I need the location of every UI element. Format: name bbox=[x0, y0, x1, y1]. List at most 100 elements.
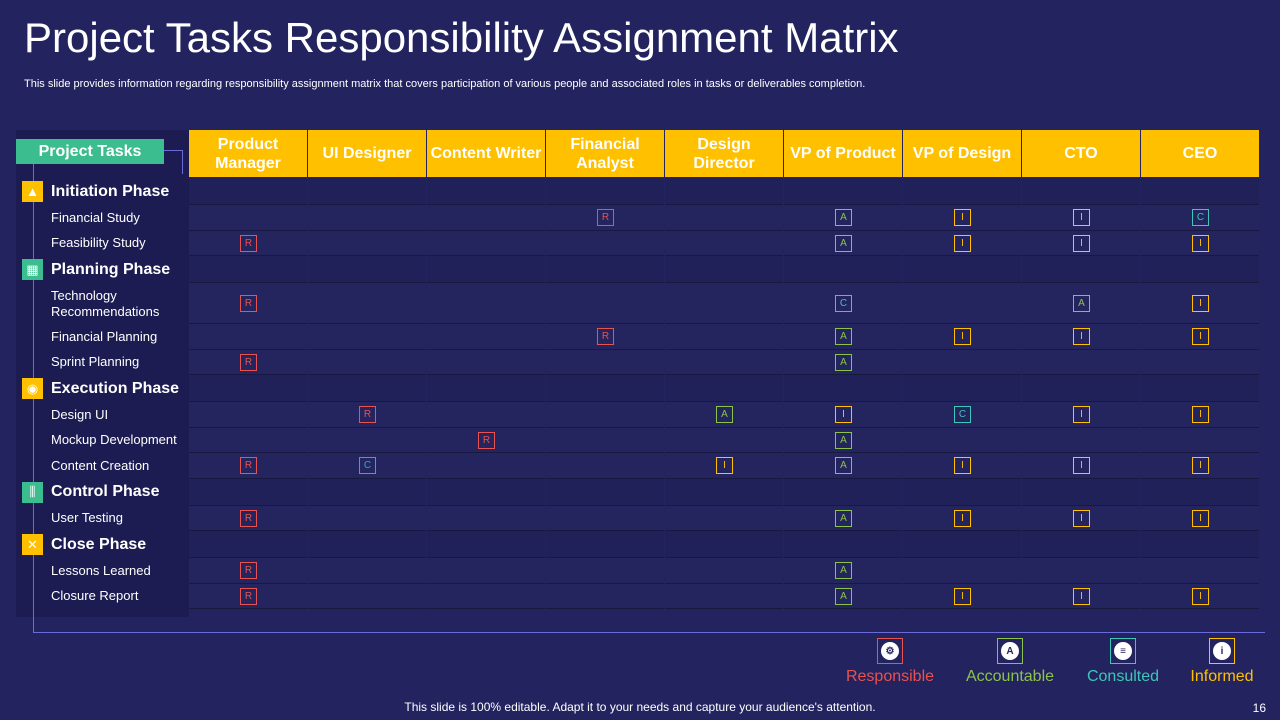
matrix-cell bbox=[665, 256, 783, 283]
matrix-cell bbox=[665, 178, 783, 205]
matrix-cell: A bbox=[784, 427, 902, 453]
matrix-cell: I bbox=[1022, 583, 1140, 609]
matrix-cell bbox=[546, 230, 664, 256]
matrix-cell bbox=[308, 349, 426, 375]
legend-item-responsible: ⚙ Responsible bbox=[840, 638, 940, 686]
matrix-cell: C bbox=[784, 283, 902, 324]
matrix-cell bbox=[308, 256, 426, 283]
matrix-cell: A bbox=[784, 453, 902, 479]
task-column-background bbox=[16, 130, 189, 617]
page-number: 16 bbox=[1252, 701, 1266, 715]
matrix-cell bbox=[189, 402, 307, 428]
legend-item-accountable: A Accountable bbox=[960, 638, 1060, 686]
matrix-cell: I bbox=[1022, 505, 1140, 531]
matrix-cell: I bbox=[903, 453, 1021, 479]
matrix-cell: I bbox=[1022, 402, 1140, 428]
matrix-cell bbox=[784, 478, 902, 506]
task-label: Financial Planning bbox=[51, 328, 158, 344]
matrix-cell bbox=[427, 453, 545, 479]
matrix-cell: I bbox=[665, 453, 783, 479]
matrix-cell: C bbox=[903, 402, 1021, 428]
matrix-cell bbox=[1022, 427, 1140, 453]
role-header-content-writer: Content Writer bbox=[427, 130, 545, 177]
role-header-product-manager: Product Manager bbox=[189, 130, 307, 177]
matrix-cell bbox=[546, 478, 664, 506]
raci-mark-i: I bbox=[1073, 209, 1090, 227]
matrix-cell: R bbox=[189, 230, 307, 256]
phase-label: Execution Phase bbox=[51, 379, 180, 397]
matrix-cell: A bbox=[784, 230, 902, 256]
matrix-cell bbox=[546, 256, 664, 283]
matrix-cell bbox=[308, 283, 426, 324]
raci-mark-a: A bbox=[1073, 295, 1090, 312]
matrix-cell: I bbox=[1022, 324, 1140, 350]
frame-bracket-decoration bbox=[160, 150, 183, 174]
raci-mark-i: I bbox=[1192, 295, 1209, 312]
raci-mark-a: A bbox=[835, 209, 852, 227]
matrix-cell bbox=[1141, 256, 1259, 283]
matrix-cell bbox=[1022, 349, 1140, 375]
matrix-cell bbox=[308, 178, 426, 205]
matrix-cell bbox=[1141, 375, 1259, 402]
matrix-cell bbox=[1141, 349, 1259, 375]
raci-mark-c: C bbox=[835, 295, 852, 312]
raci-mark-i: I bbox=[1192, 457, 1209, 475]
task-label: Closure Report bbox=[51, 588, 139, 604]
matrix-cell: I bbox=[903, 505, 1021, 531]
matrix-cell bbox=[665, 230, 783, 256]
phase-row bbox=[189, 531, 1264, 558]
raci-mark-r: R bbox=[240, 353, 257, 371]
raci-mark-a: A bbox=[835, 234, 852, 252]
role-header-design-director: Design Director bbox=[665, 130, 783, 177]
raci-mark-r: R bbox=[359, 406, 376, 424]
project-tasks-header: Project Tasks bbox=[16, 139, 164, 164]
raci-mark-a: A bbox=[716, 406, 733, 424]
matrix-cell: A bbox=[665, 402, 783, 428]
raci-mark-i: I bbox=[1073, 587, 1090, 605]
calendar-icon: ▦ bbox=[22, 259, 43, 280]
role-header-ceo: CEO bbox=[1141, 130, 1259, 177]
matrix-cell bbox=[1141, 478, 1259, 506]
matrix-cell: R bbox=[427, 427, 545, 453]
page-title: Project Tasks Responsibility Assignment … bbox=[24, 14, 899, 61]
matrix-cell bbox=[1141, 427, 1259, 453]
role-header-ui-designer: UI Designer bbox=[308, 130, 426, 177]
role-header-vp-of-product: VP of Product bbox=[784, 130, 902, 177]
matrix-cell bbox=[427, 375, 545, 402]
matrix-cell bbox=[308, 427, 426, 453]
legend-label: Accountable bbox=[965, 668, 1055, 685]
raci-mark-i: I bbox=[1192, 234, 1209, 252]
matrix-cell bbox=[427, 178, 545, 205]
matrix-cell: R bbox=[189, 558, 307, 584]
matrix-cell bbox=[427, 283, 545, 324]
matrix-cell bbox=[784, 178, 902, 205]
phase-label: Close Phase bbox=[51, 535, 147, 553]
task-label: Financial Study bbox=[51, 209, 140, 225]
matrix-cell bbox=[427, 256, 545, 283]
matrix-cell bbox=[1022, 531, 1140, 558]
legend-item-consulted: ≡ Consulted bbox=[1073, 638, 1173, 686]
matrix-cell: I bbox=[1141, 505, 1259, 531]
matrix-cell bbox=[784, 256, 902, 283]
matrix-cell: I bbox=[1141, 583, 1259, 609]
raci-mark-i: I bbox=[954, 587, 971, 605]
matrix-cell bbox=[427, 402, 545, 428]
phase-row bbox=[189, 256, 1264, 283]
matrix-cell bbox=[665, 349, 783, 375]
matrix-cell: I bbox=[1022, 205, 1140, 231]
raci-mark-a: A bbox=[835, 587, 852, 605]
matrix-cell bbox=[665, 558, 783, 584]
task-label: Technology Recommendations bbox=[51, 287, 160, 319]
raci-mark-a: A bbox=[835, 457, 852, 475]
matrix-cell bbox=[189, 178, 307, 205]
raci-mark-i: I bbox=[1073, 328, 1090, 346]
task-label: Lessons Learned bbox=[51, 562, 151, 578]
matrix-cell bbox=[665, 283, 783, 324]
matrix-cell: I bbox=[1141, 230, 1259, 256]
matrix-cell bbox=[308, 230, 426, 256]
matrix-cell bbox=[308, 531, 426, 558]
matrix-cell bbox=[1022, 478, 1140, 506]
